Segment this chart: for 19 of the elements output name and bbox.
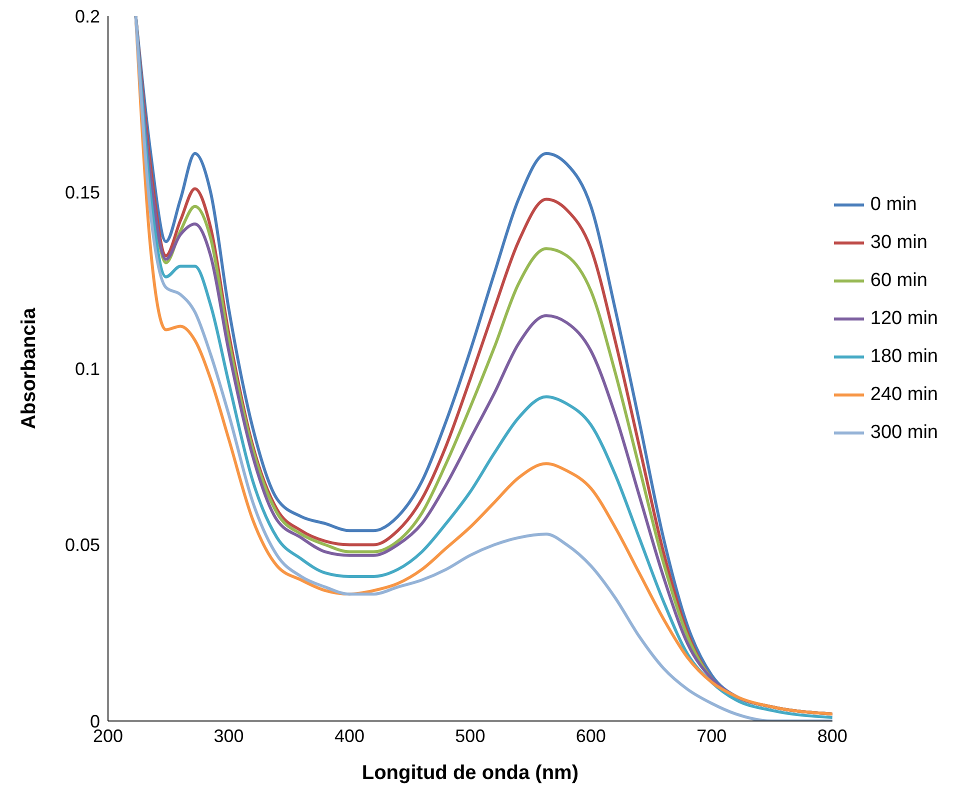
x-tick-label: 600 <box>576 726 606 746</box>
y-tick-label: 0.2 <box>74 6 100 26</box>
y-tick-label: 0.05 <box>64 535 100 556</box>
legend-label: 180 min <box>870 346 938 368</box>
y-axis-title: Absorbancia <box>18 307 40 430</box>
x-tick-label: 500 <box>455 726 486 746</box>
x-tick-label: 400 <box>334 726 364 746</box>
legend-label: 30 min <box>870 232 928 254</box>
legend-label: 300 min <box>870 422 938 444</box>
legend-label: 120 min <box>870 308 938 330</box>
legend-label: 240 min <box>870 384 938 406</box>
x-tick-label: 800 <box>817 726 848 746</box>
y-tick-label: 0.15 <box>64 182 100 203</box>
x-tick-label: 300 <box>214 726 244 746</box>
y-tick-label: 0.1 <box>74 358 100 379</box>
x-axis-title: Longitud de onda (nm) <box>362 762 579 784</box>
x-tick-label: 700 <box>696 726 727 746</box>
legend-label: 0 min <box>870 194 917 216</box>
legend-label: 60 min <box>870 270 928 292</box>
